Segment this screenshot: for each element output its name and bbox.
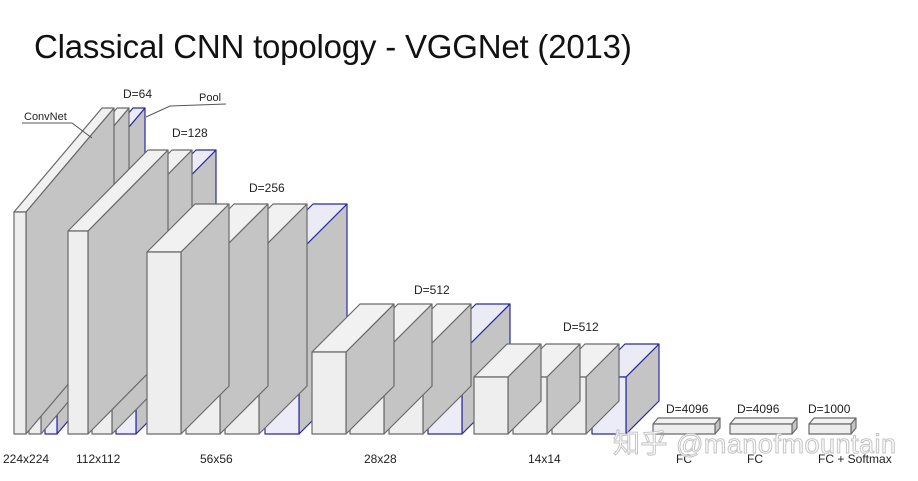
stage-5-block: [473, 343, 660, 435]
fc-1-label: FC: [676, 452, 692, 466]
slab-front-face: [13, 211, 27, 435]
stage-2-depth: D=128: [172, 126, 208, 140]
pool-leader-line: [145, 103, 227, 118]
stage-3-block: [146, 203, 348, 435]
fc-2-label: FC: [747, 452, 763, 466]
fc-slab: [808, 417, 857, 435]
slab-front-face: [729, 423, 793, 435]
stage-2-size: 112x112: [76, 452, 121, 466]
slab-front-face: [146, 251, 182, 435]
fc-3-label: FC + Softmax: [818, 452, 892, 466]
conv-slab: [311, 303, 395, 435]
convnet-annotation: ConvNet: [24, 111, 67, 123]
stage-4-depth: D=512: [414, 283, 450, 297]
fc-slab: [729, 417, 798, 435]
watermark: 知乎 @manofmountain: [613, 429, 897, 460]
fc-1-depth: D=4096: [666, 402, 709, 416]
slab-front-face: [67, 230, 89, 435]
fc-1-block: [652, 417, 721, 435]
slab-front-face: [311, 351, 347, 435]
stage-4-size: 28x28: [364, 452, 397, 466]
slab-front-face: [808, 423, 852, 435]
convnet-leader-line: [22, 122, 93, 139]
diagram-title: Classical CNN topology - VGGNet (2013): [34, 28, 632, 65]
pool-annotation: Pool: [199, 92, 221, 104]
stage-5-depth: D=512: [563, 320, 599, 334]
fc-slab: [652, 417, 721, 435]
fc-2-depth: D=4096: [737, 402, 780, 416]
conv-slab: [473, 343, 542, 435]
fc-2-block: [729, 417, 798, 435]
stage-5-size: 14x14: [528, 452, 561, 466]
layer-labels: ConvNet Pool D=64 D=128 D=256 D=512 D=51…: [3, 87, 892, 466]
stage-1-depth: D=64: [123, 87, 152, 101]
fc-3-block: [808, 417, 857, 435]
layer-blocks: [13, 107, 857, 435]
conv-slab: [146, 203, 230, 435]
slab-front-face: [652, 423, 716, 435]
stage-1-size: 224x224: [3, 452, 49, 466]
fc-3-depth: D=1000: [808, 402, 851, 416]
slab-front-face: [473, 376, 509, 435]
stage-3-depth: D=256: [249, 181, 285, 195]
stage-3-size: 56x56: [200, 452, 233, 466]
